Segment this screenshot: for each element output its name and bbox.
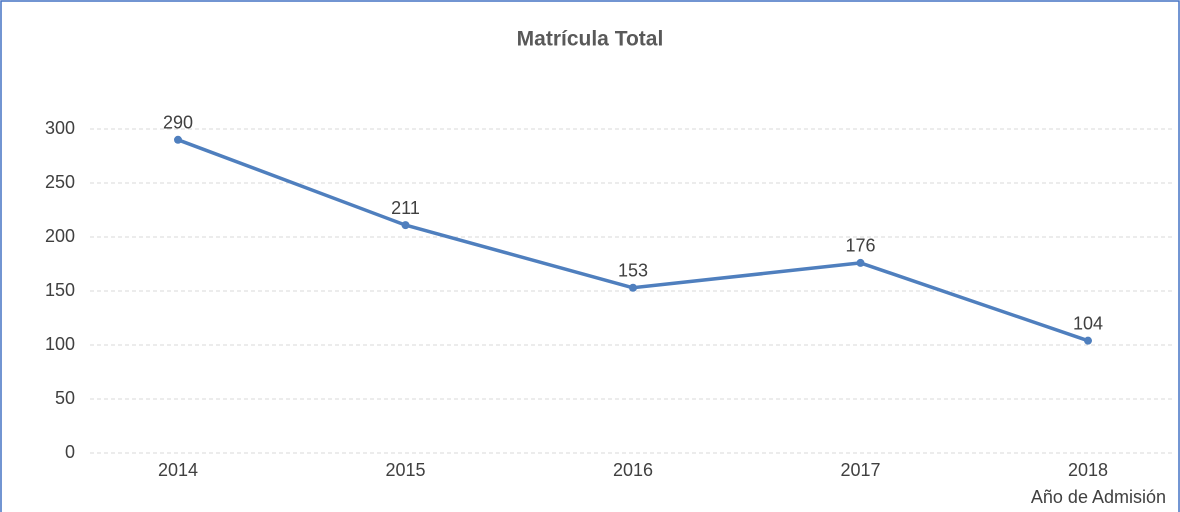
y-tick-label: 150 <box>45 280 75 300</box>
x-tick-label: 2016 <box>613 460 653 480</box>
x-axis-label: Año de Admisión <box>1031 487 1166 507</box>
marker <box>1084 336 1092 345</box>
y-tick-label: 200 <box>45 226 75 246</box>
chart-title: Matrícula Total <box>517 28 664 51</box>
marker <box>401 221 410 230</box>
line <box>177 138 1089 343</box>
x-tick-label: 2014 <box>158 460 198 480</box>
y-tick-label: 0 <box>65 442 75 462</box>
y-tick-label: 50 <box>55 388 75 408</box>
x-tick-label: 2017 <box>840 460 880 480</box>
x-tick-label: 2015 <box>385 460 425 480</box>
data-label: 290 <box>163 113 193 133</box>
marker <box>629 283 637 292</box>
y-tick-label: 300 <box>45 118 75 138</box>
marker <box>174 135 182 144</box>
x-tick-label: 2018 <box>1068 460 1108 480</box>
y-tick-label: 250 <box>45 172 75 192</box>
data-label: 176 <box>845 236 875 256</box>
y-tick-label: 100 <box>45 334 75 354</box>
data-label: 153 <box>618 261 648 281</box>
marker <box>856 258 865 267</box>
data-label: 211 <box>391 198 420 218</box>
data-label: 104 <box>1073 313 1103 333</box>
